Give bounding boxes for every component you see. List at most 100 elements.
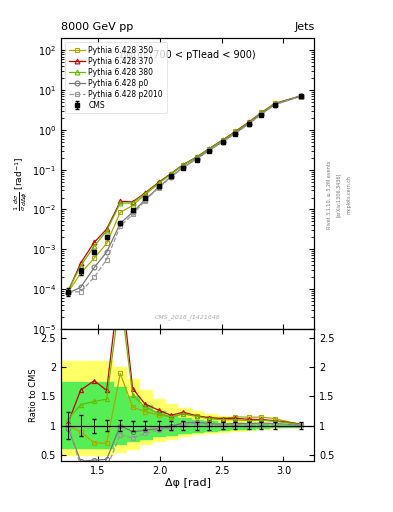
Pythia 6.428 370	[195, 154, 199, 160]
Pythia 6.428 370	[207, 145, 212, 152]
Pythia 6.428 370	[143, 190, 147, 196]
Pythia 6.428 p0	[207, 147, 212, 153]
Pythia 6.428 350	[143, 191, 147, 198]
Pythia 6.428 380	[118, 200, 123, 206]
Pythia 6.428 p0	[78, 284, 83, 290]
Pythia 6.428 370	[78, 260, 83, 266]
Pythia 6.428 p2010	[181, 165, 185, 171]
Pythia 6.428 p2010	[143, 198, 147, 204]
Pythia 6.428 370	[130, 199, 135, 205]
Pythia 6.428 370	[118, 198, 123, 204]
Pythia 6.428 p2010	[104, 257, 109, 263]
Pythia 6.428 p2010	[66, 289, 71, 295]
Pythia 6.428 350	[130, 203, 135, 209]
Pythia 6.428 380	[66, 287, 71, 293]
Pythia 6.428 p0	[246, 120, 251, 126]
Pythia 6.428 p0	[181, 164, 185, 170]
Pythia 6.428 350	[169, 171, 173, 177]
Pythia 6.428 380	[181, 162, 185, 168]
Pythia 6.428 p2010	[156, 185, 161, 191]
Pythia 6.428 p2010	[298, 93, 303, 99]
Text: mcplots.cern.ch: mcplots.cern.ch	[347, 175, 351, 214]
Line: Pythia 6.428 370: Pythia 6.428 370	[66, 93, 303, 293]
Pythia 6.428 350	[298, 93, 303, 99]
Text: Δφ(jj) (700 < pTlead < 900): Δφ(jj) (700 < pTlead < 900)	[120, 50, 255, 60]
Pythia 6.428 370	[169, 170, 173, 177]
Line: Pythia 6.428 p0: Pythia 6.428 p0	[66, 94, 303, 295]
Pythia 6.428 350	[92, 255, 97, 261]
Pythia 6.428 p0	[130, 209, 135, 216]
Text: [arXiv:1306.3436]: [arXiv:1306.3436]	[336, 173, 341, 217]
Pythia 6.428 380	[220, 137, 225, 143]
Pythia 6.428 p0	[272, 101, 277, 108]
Pythia 6.428 370	[272, 101, 277, 107]
Pythia 6.428 350	[246, 119, 251, 125]
Pythia 6.428 350	[156, 180, 161, 186]
Pythia 6.428 p2010	[78, 289, 83, 295]
Pythia 6.428 p2010	[207, 147, 212, 154]
Pythia 6.428 350	[220, 137, 225, 143]
Text: Rivet 3.1.10, ≥ 3.2M events: Rivet 3.1.10, ≥ 3.2M events	[327, 160, 332, 229]
Pythia 6.428 380	[259, 110, 264, 116]
Pythia 6.428 p0	[92, 264, 97, 270]
Pythia 6.428 380	[195, 154, 199, 160]
Pythia 6.428 370	[220, 137, 225, 143]
Pythia 6.428 380	[169, 171, 173, 177]
Pythia 6.428 350	[272, 100, 277, 106]
Pythia 6.428 350	[195, 154, 199, 160]
Pythia 6.428 p2010	[118, 223, 123, 229]
Pythia 6.428 p0	[156, 184, 161, 190]
Pythia 6.428 370	[246, 119, 251, 125]
Pythia 6.428 p0	[169, 174, 173, 180]
Pythia 6.428 380	[78, 263, 83, 269]
Pythia 6.428 p2010	[272, 102, 277, 108]
Pythia 6.428 380	[272, 101, 277, 107]
Text: CMS_2016_I1421646: CMS_2016_I1421646	[155, 314, 220, 320]
Y-axis label: $\frac{1}{\sigma}\frac{d\sigma}{d\Delta\phi}$ [rad$^{-1}$]: $\frac{1}{\sigma}\frac{d\sigma}{d\Delta\…	[13, 156, 31, 211]
Line: Pythia 6.428 350: Pythia 6.428 350	[66, 94, 303, 294]
Pythia 6.428 p2010	[130, 211, 135, 218]
Pythia 6.428 p0	[259, 111, 264, 117]
Pythia 6.428 350	[207, 145, 212, 152]
Pythia 6.428 p0	[118, 220, 123, 226]
Pythia 6.428 380	[143, 190, 147, 197]
Pythia 6.428 350	[66, 289, 71, 295]
Pythia 6.428 380	[298, 93, 303, 99]
Pythia 6.428 380	[92, 243, 97, 249]
Pythia 6.428 370	[66, 288, 71, 294]
Pythia 6.428 350	[259, 110, 264, 116]
Line: Pythia 6.428 380: Pythia 6.428 380	[66, 94, 303, 292]
Line: Pythia 6.428 p2010: Pythia 6.428 p2010	[66, 94, 303, 294]
Pythia 6.428 380	[156, 180, 161, 186]
Pythia 6.428 p0	[143, 197, 147, 203]
Pythia 6.428 350	[181, 162, 185, 168]
Pythia 6.428 p0	[104, 249, 109, 255]
Pythia 6.428 p2010	[169, 174, 173, 180]
Text: 8000 GeV pp: 8000 GeV pp	[61, 22, 133, 32]
X-axis label: Δφ [rad]: Δφ [rad]	[165, 478, 211, 488]
Pythia 6.428 350	[233, 129, 238, 135]
Pythia 6.428 380	[130, 200, 135, 206]
Pythia 6.428 p0	[66, 290, 71, 296]
Pythia 6.428 380	[104, 228, 109, 234]
Pythia 6.428 p2010	[259, 112, 264, 118]
Pythia 6.428 p0	[298, 93, 303, 99]
Pythia 6.428 350	[104, 240, 109, 246]
Pythia 6.428 p0	[233, 130, 238, 136]
Pythia 6.428 370	[181, 161, 185, 167]
Pythia 6.428 380	[246, 120, 251, 126]
Pythia 6.428 p2010	[246, 121, 251, 127]
Pythia 6.428 p2010	[195, 156, 199, 162]
Pythia 6.428 370	[104, 226, 109, 232]
Pythia 6.428 p0	[220, 138, 225, 144]
Pythia 6.428 370	[259, 110, 264, 116]
Pythia 6.428 350	[78, 270, 83, 276]
Y-axis label: Ratio to CMS: Ratio to CMS	[29, 368, 38, 421]
Pythia 6.428 380	[207, 146, 212, 152]
Pythia 6.428 370	[92, 239, 97, 245]
Pythia 6.428 p0	[195, 156, 199, 162]
Text: Jets: Jets	[294, 22, 314, 32]
Legend: Pythia 6.428 350, Pythia 6.428 370, Pythia 6.428 380, Pythia 6.428 p0, Pythia 6.: Pythia 6.428 350, Pythia 6.428 370, Pyth…	[65, 42, 167, 113]
Pythia 6.428 p2010	[92, 274, 97, 280]
Pythia 6.428 370	[233, 129, 238, 135]
